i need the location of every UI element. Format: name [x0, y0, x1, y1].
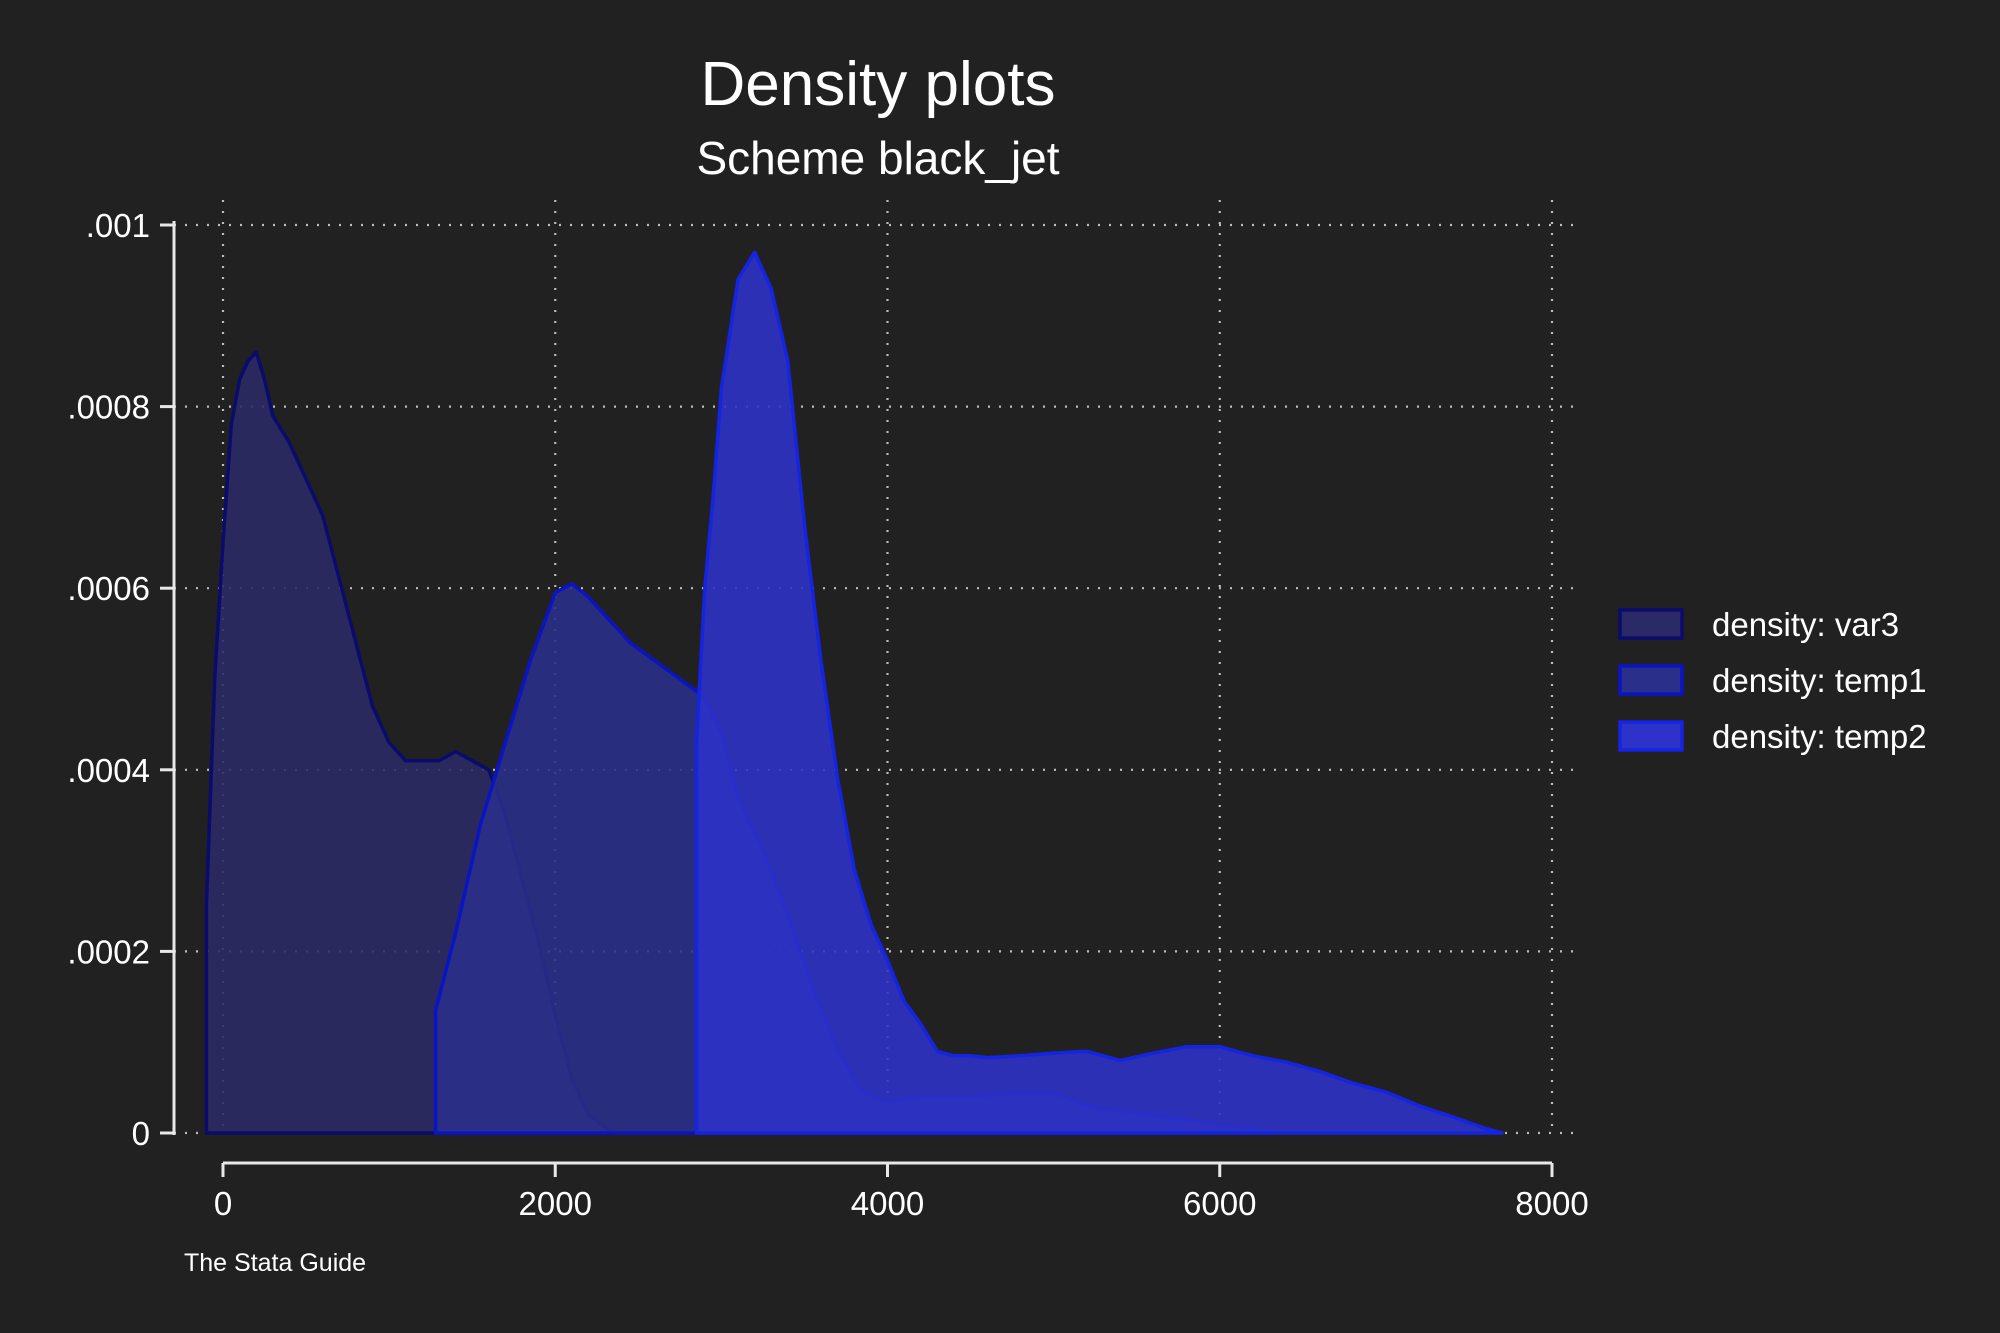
chart-note: The Stata Guide — [184, 1249, 366, 1277]
chart-title: Density plots — [701, 50, 1056, 119]
legend-swatch — [1618, 608, 1684, 640]
x-tick-label: 0 — [214, 1185, 232, 1222]
grid — [174, 200, 1578, 1135]
chart-subtitle: Scheme black_jet — [696, 132, 1059, 184]
x-tick-label: 6000 — [1183, 1185, 1256, 1222]
y-tick-label: .0006 — [67, 570, 150, 607]
plot-area — [204, 250, 1504, 1135]
legend: density: var3 density: temp1 density: temp… — [1618, 606, 1927, 755]
x-tick-label: 8000 — [1515, 1185, 1588, 1222]
legend-label: density: var3 — [1712, 606, 1899, 643]
y-tick-label: 0 — [132, 1115, 150, 1152]
x-tick-label: 2000 — [519, 1185, 592, 1222]
y-tick-label: .0002 — [67, 933, 150, 970]
legend-swatch — [1618, 720, 1684, 752]
y-tick-label: .001 — [86, 207, 150, 244]
legend-swatch — [1618, 664, 1684, 696]
y-tick-label: .0008 — [67, 389, 150, 426]
y-tick-label: .0004 — [67, 752, 150, 789]
x-tick-label: 4000 — [851, 1185, 924, 1222]
legend-label: density: temp1 — [1712, 662, 1927, 699]
density-area-3 — [694, 250, 1504, 1135]
legend-label: density: temp2 — [1712, 718, 1927, 755]
axes: 0 .0002 .0004 .0006 .0008 .001 0 2000 4000 6000 80… — [67, 207, 1588, 1222]
